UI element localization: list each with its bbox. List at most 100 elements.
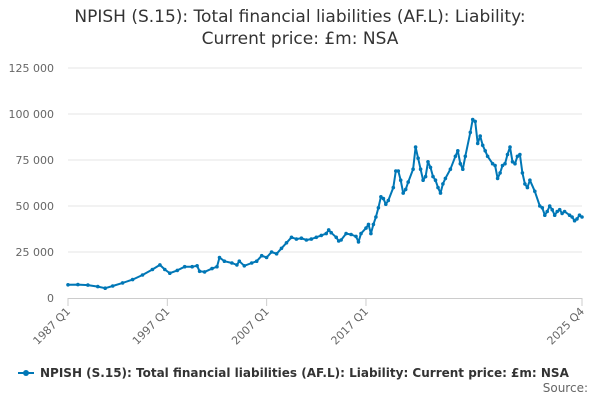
data-point bbox=[426, 160, 430, 164]
data-point bbox=[279, 246, 284, 251]
data-point bbox=[168, 271, 172, 276]
data-point bbox=[190, 264, 194, 269]
data-point bbox=[140, 273, 145, 277]
data-point bbox=[195, 264, 199, 268]
data-point bbox=[473, 119, 478, 124]
data-point bbox=[366, 222, 371, 227]
data-point bbox=[210, 266, 214, 271]
data-point bbox=[96, 284, 100, 289]
data-point bbox=[436, 185, 440, 190]
data-point bbox=[560, 211, 564, 216]
data-point bbox=[403, 187, 408, 192]
data-point bbox=[76, 282, 80, 287]
y-tick-label: 125 000 bbox=[9, 62, 55, 75]
data-point bbox=[550, 207, 554, 212]
data-point bbox=[222, 259, 227, 264]
data-point bbox=[284, 241, 289, 245]
y-tick-label: 100 000 bbox=[9, 108, 55, 121]
data-point bbox=[319, 233, 324, 238]
data-point bbox=[324, 231, 329, 236]
data-point bbox=[264, 255, 269, 260]
data-point bbox=[394, 169, 398, 173]
data-point bbox=[510, 160, 515, 164]
data-point bbox=[299, 236, 304, 240]
data-point bbox=[386, 198, 391, 203]
data-point bbox=[418, 167, 423, 171]
data-point bbox=[567, 213, 572, 217]
data-point bbox=[543, 213, 547, 217]
data-point bbox=[503, 161, 507, 166]
legend-series-label: NPISH (S.15): Total financial liabilitie… bbox=[40, 366, 569, 380]
data-point bbox=[215, 264, 219, 269]
data-point bbox=[254, 259, 259, 264]
x-tick-label: 2017 Q1 bbox=[329, 305, 372, 348]
data-point bbox=[401, 191, 406, 195]
data-point bbox=[580, 215, 584, 219]
data-point bbox=[391, 185, 396, 190]
data-point bbox=[197, 269, 202, 274]
data-point bbox=[269, 250, 274, 254]
data-point bbox=[431, 174, 435, 179]
x-tick-label: 2007 Q1 bbox=[229, 305, 272, 348]
y-tick-label: 25 000 bbox=[16, 246, 55, 259]
data-point bbox=[314, 235, 319, 240]
data-point bbox=[339, 238, 343, 242]
chart-title-line-1: NPISH (S.15): Total financial liabilitie… bbox=[74, 7, 526, 27]
data-point bbox=[259, 253, 264, 258]
data-point bbox=[182, 264, 187, 269]
data-point bbox=[411, 167, 415, 171]
data-point bbox=[547, 204, 552, 208]
x-tick-label: 2025 Q4 bbox=[545, 305, 588, 348]
y-tick-label: 75 000 bbox=[16, 154, 55, 167]
data-point bbox=[150, 267, 155, 272]
data-point bbox=[470, 117, 475, 122]
data-point bbox=[577, 213, 582, 217]
y-tick-label: 0 bbox=[47, 292, 54, 305]
data-point bbox=[508, 145, 512, 149]
legend-series-swatch bbox=[18, 369, 34, 376]
data-point bbox=[230, 261, 234, 265]
data-point bbox=[520, 171, 525, 175]
data-point bbox=[461, 167, 465, 171]
data-point bbox=[376, 206, 381, 210]
data-point bbox=[86, 283, 90, 287]
data-point bbox=[309, 237, 314, 241]
data-point bbox=[326, 228, 331, 232]
data-point bbox=[493, 163, 497, 168]
chart-legend[interactable]: NPISH (S.15): Total financial liabilitie… bbox=[18, 366, 569, 380]
data-point bbox=[163, 267, 167, 272]
data-point bbox=[158, 263, 162, 267]
data-point bbox=[475, 141, 480, 146]
data-point bbox=[374, 215, 378, 219]
data-point bbox=[557, 207, 562, 212]
y-tick-label: 50 000 bbox=[16, 200, 55, 213]
data-point bbox=[515, 154, 520, 159]
data-point bbox=[483, 149, 488, 153]
data-point bbox=[202, 270, 207, 274]
data-point bbox=[369, 231, 373, 236]
data-point bbox=[533, 189, 537, 194]
data-point bbox=[329, 230, 334, 235]
data-point bbox=[235, 263, 239, 267]
data-point bbox=[349, 232, 353, 237]
data-point bbox=[274, 252, 279, 256]
data-point bbox=[344, 231, 348, 236]
data-point bbox=[545, 209, 549, 214]
data-point bbox=[480, 143, 485, 148]
data-point bbox=[217, 255, 222, 260]
data-point bbox=[242, 264, 247, 268]
data-point bbox=[478, 134, 483, 138]
data-point bbox=[538, 204, 542, 208]
data-point bbox=[428, 165, 433, 170]
data-point bbox=[468, 130, 473, 135]
data-point bbox=[495, 176, 500, 181]
data-point bbox=[528, 178, 532, 182]
data-point bbox=[413, 145, 418, 149]
data-point bbox=[110, 284, 115, 288]
data-point bbox=[371, 222, 376, 227]
data-point bbox=[294, 237, 299, 241]
data-point bbox=[525, 185, 530, 190]
data-point bbox=[175, 268, 180, 273]
data-point bbox=[381, 196, 386, 201]
